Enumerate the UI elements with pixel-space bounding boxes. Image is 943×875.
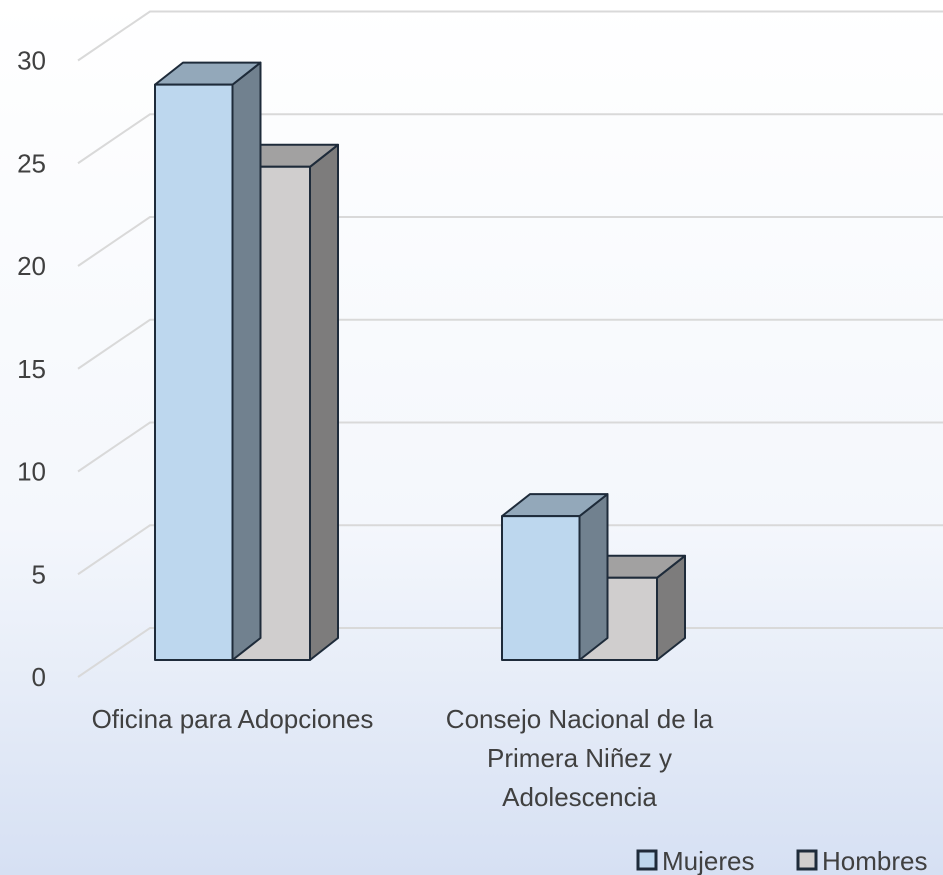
grid-line [77,421,943,473]
y-tick-label: 0 [32,662,46,692]
bar-side [578,493,609,661]
bar-front [501,515,581,662]
bar-front [154,83,234,662]
grid-line [77,318,943,370]
x-tick-label: Oficina para Adopciones [92,704,374,734]
y-tick-label: 10 [17,457,46,487]
grid-line [77,216,943,267]
y-tick-label: 25 [17,148,46,178]
x-tick-label-line: Primera Niñez y [487,743,672,773]
y-tick-label: 20 [17,251,46,281]
x-tick-label: Consejo Nacional de la Primera Niñez y Ado… [446,704,714,812]
grid-line [77,113,943,165]
y-tick-label: 15 [17,354,46,384]
y-tick-label: 5 [32,559,46,589]
x-tick-label-line: Adolescencia [502,782,657,812]
bar [154,61,262,662]
x-tick-label-line: Oficina para Adopciones [92,704,374,734]
grid-line [77,10,943,62]
x-tick-label-line: Consejo Nacional de la [446,704,714,734]
bar-side [309,143,339,661]
legend-swatch [796,849,818,871]
grid-line [77,524,943,576]
legend-label: Hombres [822,846,927,875]
bar-side [231,61,262,661]
legend-label: Mujeres [662,846,754,875]
bar [501,493,609,662]
y-tick-label: 30 [17,46,46,76]
legend-swatch [636,849,658,871]
